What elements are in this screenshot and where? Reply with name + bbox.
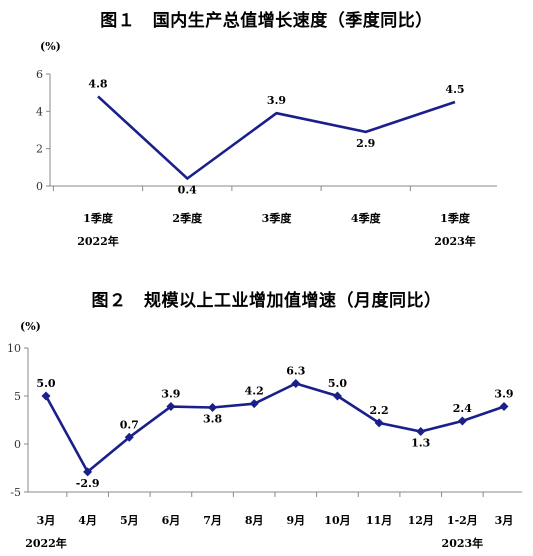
data-point-marker <box>416 427 426 437</box>
y-tick-label: 4 <box>36 105 43 118</box>
x-category-label: 6月 <box>162 514 181 527</box>
data-label: -2.9 <box>76 477 100 490</box>
x-category-label: 1季度 <box>83 211 114 225</box>
figure1-unit-label: (%) <box>40 40 61 53</box>
data-label: 3.9 <box>494 388 513 401</box>
figure1-title: 图１ 国内生产总值增长速度（季度同比） <box>100 11 433 31</box>
data-point-marker <box>166 402 176 412</box>
x-category-label: 1-2月 <box>447 514 478 527</box>
data-point-marker <box>374 418 384 428</box>
y-tick-label: 5 <box>14 390 21 403</box>
data-label: 1.3 <box>411 437 430 450</box>
data-label: 0.7 <box>120 418 139 431</box>
data-label: 2.4 <box>453 402 472 415</box>
data-point-marker <box>332 391 342 401</box>
data-label: 3.9 <box>267 94 286 107</box>
data-point-marker <box>499 402 509 412</box>
x-category-label: 7月 <box>203 514 222 527</box>
x-category-label: 5月 <box>120 514 139 527</box>
y-tick-label: 6 <box>36 68 43 81</box>
data-label: 2.2 <box>370 404 389 417</box>
data-point-marker <box>83 467 93 477</box>
x-category-label: 3季度 <box>262 211 293 225</box>
data-point-marker <box>208 403 218 413</box>
y-tick-label: 0 <box>36 180 43 193</box>
y-tick-label: 0 <box>14 438 21 451</box>
x-year-label: 2023年 <box>442 536 484 550</box>
y-tick-label: 10 <box>7 342 21 355</box>
x-category-label: 4月 <box>78 514 97 527</box>
x-category-label: 9月 <box>286 514 305 527</box>
x-year-label: 2022年 <box>77 234 119 248</box>
gdp-growth-chart: 0 2 4 6 1季度 2季度 3季度 4季度 1季度 2022年 2023年 4.8 0.4 3.9 2.… <box>36 68 497 248</box>
x-category-label: 8月 <box>245 514 264 527</box>
data-label: 0.4 <box>178 184 197 197</box>
data-point-marker <box>41 391 51 401</box>
data-label: 5.0 <box>328 377 347 390</box>
data-label: 4.2 <box>245 385 264 398</box>
data-label: 4.5 <box>445 83 464 96</box>
data-point-marker <box>291 379 301 389</box>
x-category-label: 10月 <box>324 514 350 527</box>
x-category-label: 2季度 <box>172 211 203 225</box>
data-label: 2.9 <box>356 137 375 150</box>
y-tick-label: -5 <box>10 486 21 499</box>
x-category-label: 12月 <box>408 514 434 527</box>
data-label: 3.8 <box>203 413 222 426</box>
data-label: 6.3 <box>286 365 305 378</box>
data-label: 3.9 <box>161 388 180 401</box>
data-label: 5.0 <box>36 377 55 390</box>
x-year-label: 2023年 <box>434 234 476 248</box>
figure2-unit-label: (%) <box>20 320 41 333</box>
data-point-marker <box>124 432 134 442</box>
data-point-marker <box>457 416 467 426</box>
x-category-label: 11月 <box>366 514 392 527</box>
data-point-marker <box>249 399 259 409</box>
x-category-label: 3月 <box>37 514 56 527</box>
series-line <box>44 382 505 474</box>
x-year-label: 2022年 <box>25 536 67 550</box>
y-tick-label: 2 <box>36 143 43 156</box>
x-category-label: 3月 <box>495 514 514 527</box>
figure2-title: 图２ 规模以上工业增加值增速（月度同比） <box>91 291 442 311</box>
data-label: 4.8 <box>88 77 107 90</box>
series-line <box>97 95 456 181</box>
x-category-label: 4季度 <box>351 211 382 225</box>
x-category-label: 1季度 <box>440 211 471 225</box>
